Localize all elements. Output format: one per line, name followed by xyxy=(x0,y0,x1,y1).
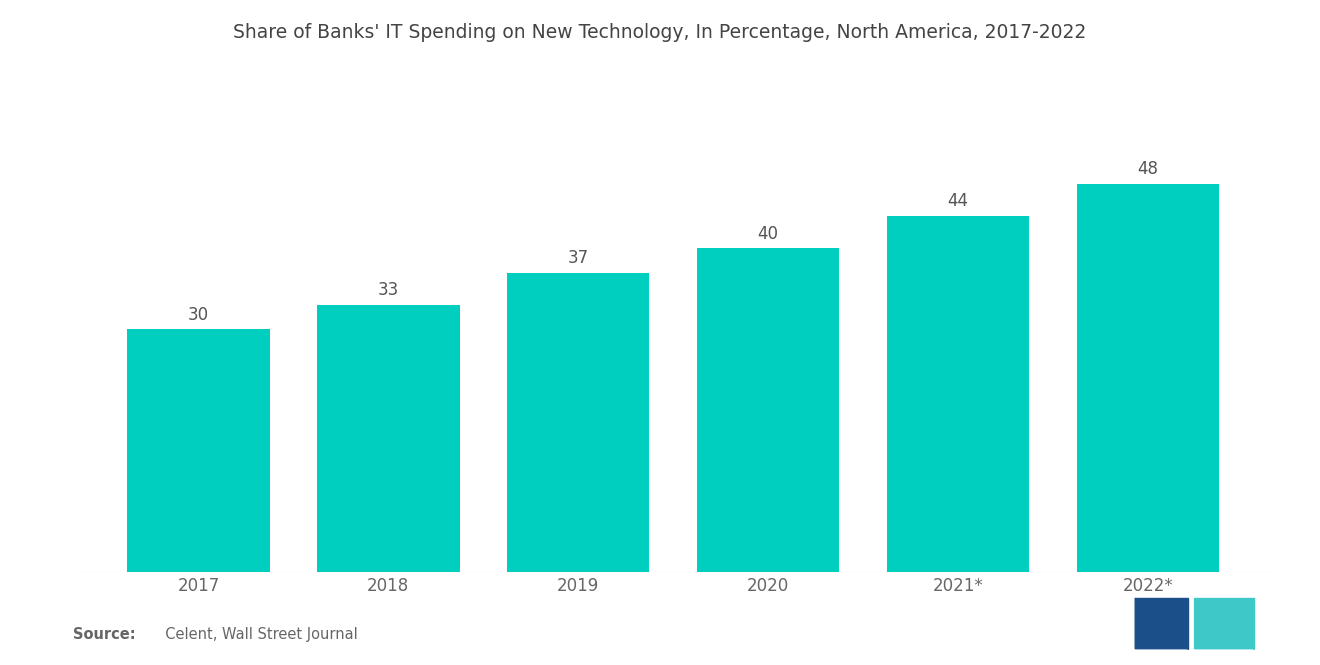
Polygon shape xyxy=(1135,598,1188,649)
Bar xyxy=(697,248,840,572)
Text: 48: 48 xyxy=(1138,160,1159,178)
Text: 30: 30 xyxy=(187,305,209,323)
Polygon shape xyxy=(1195,598,1254,649)
Bar xyxy=(1077,184,1220,572)
Bar xyxy=(507,273,649,572)
Polygon shape xyxy=(1195,598,1254,649)
Text: 44: 44 xyxy=(948,192,969,210)
Polygon shape xyxy=(1135,598,1188,649)
Text: 40: 40 xyxy=(758,225,779,243)
Bar xyxy=(887,216,1030,572)
Text: Share of Banks' IT Spending on New Technology, In Percentage, North America, 201: Share of Banks' IT Spending on New Techn… xyxy=(234,23,1086,43)
Text: 33: 33 xyxy=(378,281,399,299)
Text: Celent, Wall Street Journal: Celent, Wall Street Journal xyxy=(156,626,358,642)
Bar xyxy=(317,305,459,572)
Text: 37: 37 xyxy=(568,249,589,267)
Text: Source:: Source: xyxy=(73,626,135,642)
Bar xyxy=(127,329,269,572)
